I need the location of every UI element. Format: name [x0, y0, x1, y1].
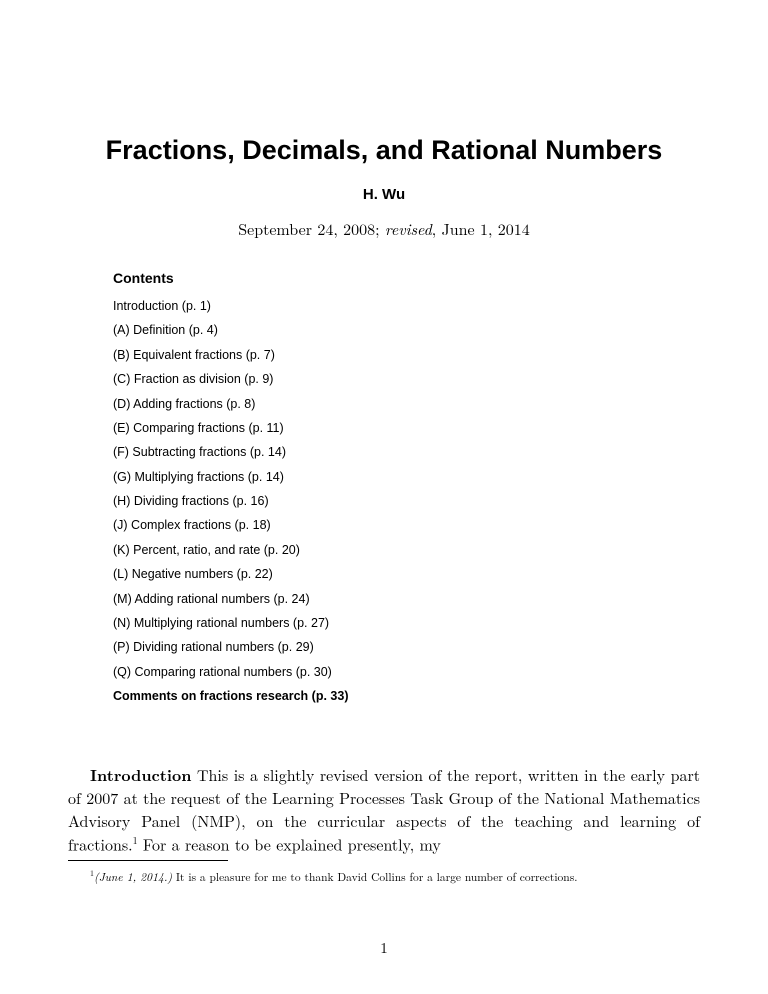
footnote-date: (June 1, 2014.)	[94, 868, 172, 884]
toc-item-1: (A) Definition (p. 4)	[113, 318, 700, 342]
footnote-rule	[68, 860, 228, 861]
toc-item-10: (K) Percent, ratio, and rate (p. 20)	[113, 538, 700, 562]
intro-text-2: For a reason to be explained presently, …	[138, 832, 441, 855]
toc-item-11: (L) Negative numbers (p. 22)	[113, 562, 700, 586]
toc-item-15: (Q) Comparing rational numbers (p. 30)	[113, 660, 700, 684]
intro-paragraph: Introduction This is a slightly revised …	[68, 764, 700, 855]
page-number: 1	[0, 937, 768, 958]
document-author: H. Wu	[68, 186, 700, 203]
intro-label: Introduction	[90, 763, 191, 786]
footnote-1: 1(June 1, 2014.) It is a pleasure for me…	[68, 869, 700, 885]
toc-item-3: (C) Fraction as division (p. 9)	[113, 367, 700, 391]
toc-item-12: (M) Adding rational numbers (p. 24)	[113, 587, 700, 611]
toc-item-4: (D) Adding fractions (p. 8)	[113, 392, 700, 416]
date-prefix: September 24, 2008;	[238, 217, 385, 240]
footnote-text: It is a pleasure for me to thank David C…	[172, 868, 577, 884]
toc-item-2: (B) Equivalent fractions (p. 7)	[113, 343, 700, 367]
contents-heading: Contents	[113, 270, 700, 286]
toc-item-9: (J) Complex fractions (p. 18)	[113, 513, 700, 537]
toc-item-14: (P) Dividing rational numbers (p. 29)	[113, 635, 700, 659]
document-date: September 24, 2008; revised, June 1, 201…	[68, 217, 700, 240]
document-title: Fractions, Decimals, and Rational Number…	[68, 135, 700, 166]
toc-item-5: (E) Comparing fractions (p. 11)	[113, 416, 700, 440]
date-suffix: , June 1, 2014	[432, 217, 530, 240]
toc-item-8: (H) Dividing fractions (p. 16)	[113, 489, 700, 513]
contents-block: Contents Introduction (p. 1)(A) Definiti…	[68, 270, 700, 708]
toc-item-6: (F) Subtracting fractions (p. 14)	[113, 440, 700, 464]
toc-item-0: Introduction (p. 1)	[113, 294, 700, 318]
toc-item-13: (N) Multiplying rational numbers (p. 27)	[113, 611, 700, 635]
toc-item-7: (G) Multiplying fractions (p. 14)	[113, 465, 700, 489]
date-revised-word: revised	[385, 217, 432, 240]
toc-item-16: Comments on fractions research (p. 33)	[113, 684, 700, 708]
